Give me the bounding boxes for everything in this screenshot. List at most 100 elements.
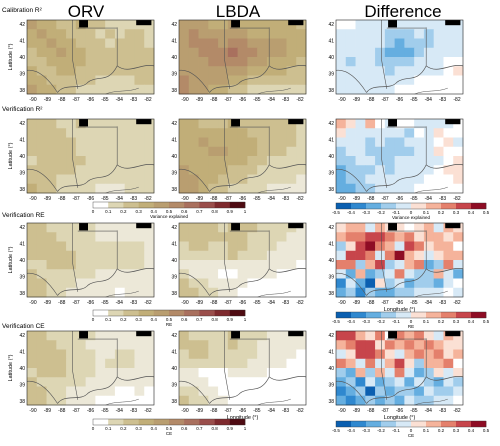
heatmap-cell xyxy=(336,349,347,360)
y-tick-label: 39 xyxy=(328,275,334,281)
heatmap-cell xyxy=(365,349,376,360)
colorbar-tick-label: 0.1 xyxy=(423,210,430,215)
heatmap-cell xyxy=(105,84,116,95)
heatmap-cell xyxy=(144,183,155,194)
heatmap-cell xyxy=(105,287,116,298)
state-border xyxy=(26,69,58,93)
heatmap-cell xyxy=(433,66,444,76)
lake-erie-mask xyxy=(288,20,304,26)
heatmap-cell xyxy=(237,119,248,129)
lake-michigan-mask xyxy=(79,223,88,231)
heatmap-cell xyxy=(296,84,307,95)
lake-michigan-mask xyxy=(79,331,88,339)
heatmap-cell xyxy=(336,340,347,350)
heatmap-cell xyxy=(218,232,229,242)
heatmap-cell xyxy=(433,146,444,157)
x-tick-label: -87 xyxy=(224,97,231,103)
heatmap-cell xyxy=(75,386,87,397)
heatmap-cell xyxy=(114,269,126,279)
heatmap-cell xyxy=(124,57,135,67)
colorbar-variance-diff: -0.5 -0.4 -0.3 -0.2 -0.1 0 0.1 0.2 0.3 0.4 0.5Vari… xyxy=(332,202,490,220)
heatmap-cell xyxy=(105,38,116,49)
heatmap-cell xyxy=(227,340,239,350)
heatmap-cell xyxy=(46,146,57,157)
x-tick-label: -83 xyxy=(130,300,137,306)
heatmap-cell xyxy=(336,137,347,148)
heatmap-cell xyxy=(105,377,116,387)
heatmap-cell xyxy=(114,260,126,270)
heatmap-cell xyxy=(257,47,268,58)
heatmap-cell xyxy=(227,174,239,185)
heatmap-cell xyxy=(375,20,386,30)
heatmap-cell xyxy=(46,165,57,175)
x-tick-label: -82 xyxy=(296,300,303,306)
colorbar-label: RE xyxy=(166,322,172,327)
state-border xyxy=(72,20,79,89)
heatmap-cell xyxy=(105,47,116,58)
heatmap-cell xyxy=(247,340,258,350)
heatmap-cell xyxy=(266,183,278,194)
heatmap-cell xyxy=(95,386,106,397)
colorbar-swatch xyxy=(123,202,139,208)
heatmap-cell xyxy=(286,395,297,406)
heatmap-cell xyxy=(414,146,425,157)
heatmap-cell xyxy=(218,156,229,166)
heatmap-cell xyxy=(27,331,38,341)
heatmap-cell xyxy=(414,377,425,387)
heatmap-cell xyxy=(296,287,307,298)
heatmap-cell xyxy=(433,38,444,49)
heatmap-cell xyxy=(179,75,190,86)
colorbar-tick-label: -0.3 xyxy=(362,319,370,324)
heatmap-cell xyxy=(114,223,126,233)
x-tick-label: -85 xyxy=(410,196,417,202)
heatmap-cell xyxy=(188,183,199,194)
heatmap-cell xyxy=(394,241,405,252)
y-tick-label: 38 xyxy=(328,187,334,193)
state-border xyxy=(381,223,388,292)
colorbar-tick-label: 0.4 xyxy=(468,210,475,215)
heatmap-cell xyxy=(453,29,464,39)
heatmap-cell xyxy=(247,269,258,279)
heatmap-cell xyxy=(188,287,199,298)
heatmap-cell xyxy=(394,269,405,279)
heatmap-cell xyxy=(453,377,464,387)
heatmap-cell xyxy=(218,165,229,175)
heatmap-cell xyxy=(336,269,347,279)
colorbar-swatch xyxy=(199,310,215,316)
colorbar-swatch xyxy=(169,202,185,208)
heatmap-cell xyxy=(66,340,77,350)
colorbar-swatch xyxy=(381,312,397,318)
heatmap-cell xyxy=(208,269,219,279)
heatmap-cell xyxy=(336,377,347,387)
heatmap-cell xyxy=(134,174,145,185)
y-tick-label: 38 xyxy=(171,88,177,94)
heatmap-cell xyxy=(296,241,307,252)
heatmap-cell xyxy=(105,232,116,242)
y-tick-label: 41 xyxy=(328,39,334,45)
heatmap-cell xyxy=(345,358,356,369)
x-tick-label: -85 xyxy=(253,97,260,103)
heatmap-cell xyxy=(355,250,366,261)
heatmap-cell xyxy=(56,29,67,39)
heatmap-cell xyxy=(198,386,209,397)
colorbar-tick-label: 1 xyxy=(244,317,247,322)
heatmap-cell xyxy=(134,183,145,194)
colorbar-tick-label: -0.5 xyxy=(332,319,340,324)
heatmap-cell xyxy=(247,368,258,378)
colorbar-tick-label: 0.5 xyxy=(483,428,490,433)
heatmap-cell xyxy=(218,340,229,350)
heatmap-cell xyxy=(218,241,229,252)
heatmap-cell xyxy=(124,165,135,175)
heatmap-cell xyxy=(114,119,126,129)
heatmap-cell xyxy=(105,260,116,270)
lake-erie-mask xyxy=(136,331,152,337)
heatmap-cell xyxy=(46,20,57,30)
heatmap-cell xyxy=(85,156,96,166)
heatmap-cell xyxy=(276,128,287,138)
heatmap-cell xyxy=(179,241,190,252)
heatmap-cell xyxy=(276,278,287,289)
heatmap-cell xyxy=(404,278,415,289)
